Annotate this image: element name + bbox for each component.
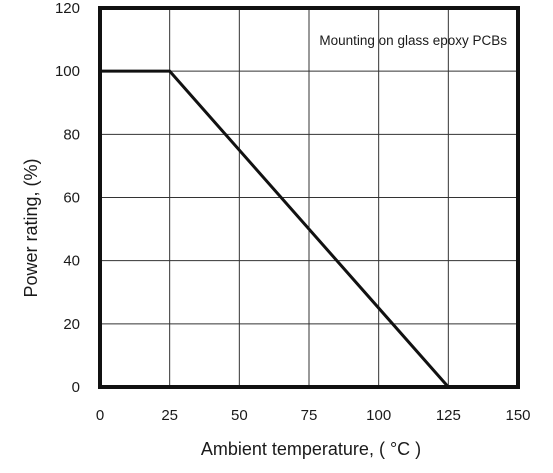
y-tick-label: 20 — [63, 316, 80, 333]
x-tick-label: 150 — [505, 407, 530, 424]
x-tick-label: 125 — [436, 407, 461, 424]
series-layer — [100, 69, 450, 388]
y-tick-label: 120 — [55, 0, 80, 17]
y-tick-label: 100 — [55, 63, 80, 80]
series-line-0 — [100, 69, 450, 388]
y-axis-title: Power rating, (%) — [21, 158, 41, 297]
x-tick-label: 50 — [231, 407, 248, 424]
x-tick-label: 100 — [366, 407, 391, 424]
y-tick-label: 60 — [63, 190, 80, 207]
x-axis-title: Ambient temperature, ( °C ) — [201, 439, 421, 459]
x-tick-label: 25 — [161, 407, 178, 424]
y-tick-label: 0 — [72, 379, 80, 396]
y-tick-label: 40 — [63, 253, 80, 270]
x-tick-label: 0 — [96, 407, 104, 424]
x-tick-labels: 0 25 50 75 100 125 150 — [96, 407, 531, 424]
grid-lines — [99, 7, 519, 388]
annotation-label: Mounting on glass epoxy PCBs — [319, 33, 507, 48]
x-tick-label: 75 — [301, 407, 318, 424]
y-tick-label: 80 — [63, 126, 80, 143]
plot-frame — [98, 6, 520, 389]
y-tick-labels: 0 20 40 60 80 100 120 — [55, 0, 80, 396]
